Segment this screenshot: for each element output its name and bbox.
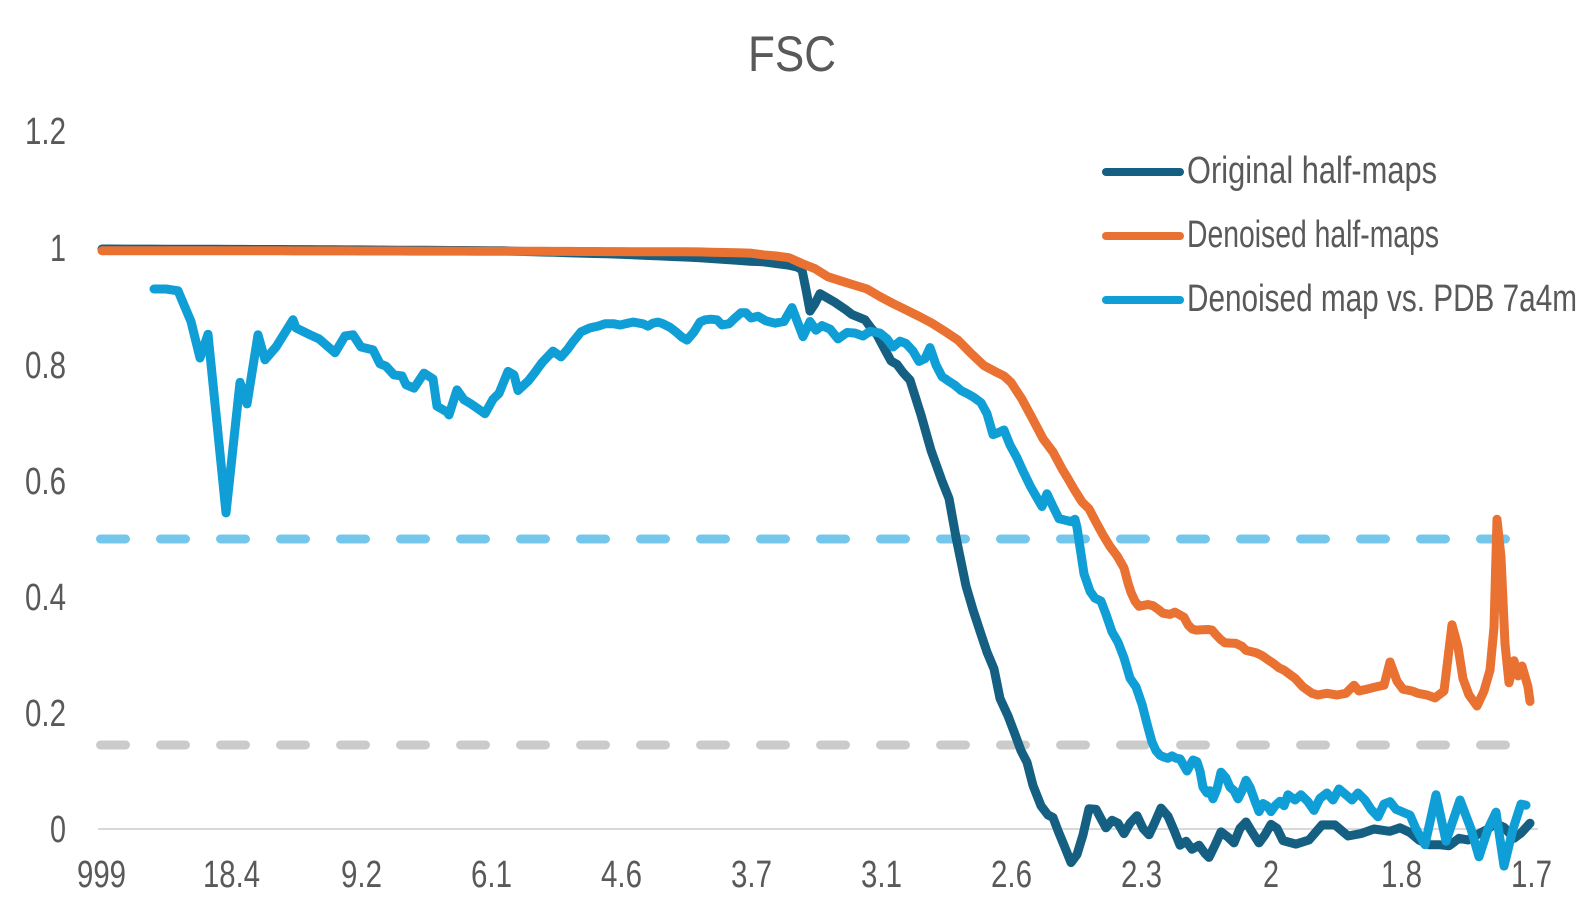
svg-text:2.3: 2.3 [1121,854,1162,896]
svg-text:Original half-maps: Original half-maps [1187,150,1437,192]
svg-text:9.2: 9.2 [341,854,382,896]
svg-text:1.7: 1.7 [1511,854,1552,896]
svg-text:Denoised map vs. PDB 7a4m: Denoised map vs. PDB 7a4m [1187,278,1577,320]
svg-text:2: 2 [1263,854,1279,896]
svg-text:0.8: 0.8 [25,345,66,387]
svg-text:1.2: 1.2 [25,111,66,153]
svg-text:0.6: 0.6 [25,461,66,503]
svg-text:1: 1 [50,228,66,270]
svg-text:3.7: 3.7 [731,854,772,896]
svg-text:FSC: FSC [748,26,836,82]
svg-text:6.1: 6.1 [471,854,512,896]
svg-text:0: 0 [50,809,66,851]
svg-text:3.1: 3.1 [861,854,902,896]
svg-text:Denoised half-maps: Denoised half-maps [1187,214,1439,256]
svg-text:4.6: 4.6 [601,854,642,896]
svg-text:999: 999 [77,854,126,896]
svg-text:0.4: 0.4 [25,577,66,619]
svg-text:18.4: 18.4 [203,854,260,896]
svg-text:2.6: 2.6 [991,854,1032,896]
svg-text:0.2: 0.2 [25,693,66,735]
svg-text:1.8: 1.8 [1381,854,1422,896]
